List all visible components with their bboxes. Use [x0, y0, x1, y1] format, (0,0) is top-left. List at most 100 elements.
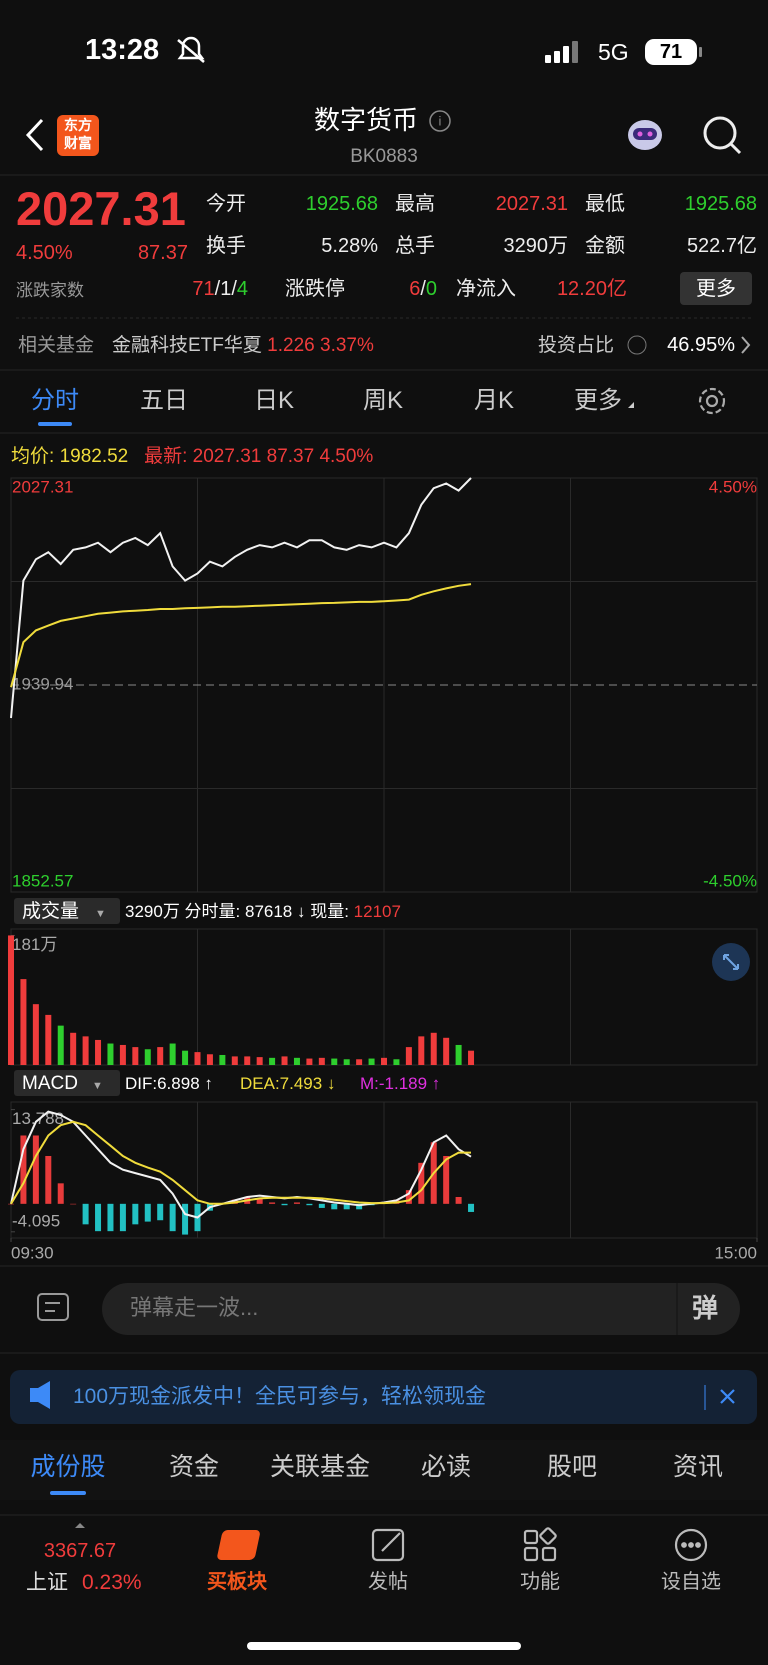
fund-label: 相关基金 — [18, 335, 95, 356]
last-change: 87.37 — [266, 446, 315, 467]
nav-item[interactable]: 功能 — [520, 1571, 560, 1593]
bar — [381, 1057, 387, 1065]
bar — [306, 1203, 313, 1206]
tab[interactable]: 周K — [362, 387, 403, 414]
bar — [244, 1056, 251, 1065]
banner-text[interactable]: 100万现金派发中！全民可参与，轻松领现金 — [73, 1385, 487, 1408]
index-arrow — [75, 1523, 85, 1528]
expand-icon — [723, 954, 739, 970]
danmaku-button[interactable]: 弹 — [692, 1293, 719, 1323]
bar — [70, 1203, 77, 1205]
subtab[interactable]: 股吧 — [546, 1453, 597, 1481]
close-banner[interactable] — [720, 1389, 735, 1404]
bar — [443, 1155, 450, 1204]
bar — [57, 1183, 64, 1204]
dropdown-mark — [628, 402, 634, 408]
bar — [331, 1203, 338, 1210]
series-line — [10, 1110, 472, 1219]
index-name[interactable]: 上证 — [26, 1571, 68, 1594]
tab[interactable]: 日K — [253, 387, 294, 414]
volume-info-text: 3290万 分时量: 87618 ↓ 现量: — [125, 902, 349, 921]
search-icon[interactable] — [703, 116, 742, 155]
comment-input[interactable] — [102, 1283, 740, 1335]
bar — [20, 979, 27, 1065]
bar — [281, 1056, 288, 1065]
selector-text: 成交量 — [22, 901, 80, 922]
info-icon[interactable] — [429, 110, 451, 132]
series-line — [10, 1120, 471, 1205]
more-button-bg[interactable] — [680, 272, 752, 305]
volume-info: 3290万 分时量: 87618 ↓ 现量: 12107 — [125, 903, 401, 920]
tab[interactable]: 月K — [473, 387, 514, 414]
settings-icon[interactable] — [698, 387, 726, 415]
bar — [455, 1196, 462, 1204]
bar — [32, 1004, 39, 1065]
chart-legend: 均价: 1982.52 最新: 2027.31 87.37 4.50% — [11, 447, 373, 466]
fund-name[interactable]: 金融科技ETF华夏 1.226 3.37% — [112, 336, 374, 355]
subtab[interactable]: 关联基金 — [270, 1453, 371, 1481]
logo-bg — [57, 115, 99, 156]
subtab[interactable]: 必读 — [420, 1453, 471, 1481]
help-icon[interactable] — [627, 335, 647, 355]
function-icon[interactable] — [523, 1527, 557, 1562]
logo-text: 东方 — [64, 117, 92, 133]
subtab[interactable]: 成份股 — [30, 1453, 106, 1481]
buy-sector-icon[interactable] — [216, 1530, 260, 1560]
bar — [157, 1203, 164, 1221]
signal-icon — [545, 41, 578, 63]
bar — [144, 1203, 151, 1222]
bar — [356, 1059, 363, 1065]
macd-selector[interactable]: MACD ▼ — [22, 1073, 103, 1094]
breadth: 71/1/4 — [192, 279, 248, 299]
last-value: 2027.31 — [192, 446, 262, 467]
volume-selector-bg[interactable] — [14, 898, 120, 924]
index-pct[interactable]: 0.23% — [82, 1571, 142, 1594]
bar — [8, 935, 14, 1065]
tab[interactable]: 更多 — [574, 387, 622, 414]
nav-item[interactable]: 设自选 — [661, 1571, 721, 1593]
bar — [157, 1047, 164, 1065]
bar — [45, 1155, 52, 1204]
volume-selector[interactable]: 成交量 ▼ — [22, 901, 106, 922]
x-tick-label: 09:30 — [11, 1243, 54, 1262]
bar — [57, 1025, 64, 1065]
macd-selector-bg[interactable] — [14, 1070, 120, 1096]
battery-icon — [645, 39, 697, 65]
sep: / — [231, 278, 237, 300]
breadth-label: 涨跌家数 — [16, 281, 84, 300]
nav-item[interactable]: 买板块 — [207, 1571, 267, 1593]
bar — [20, 1135, 27, 1204]
back-button[interactable] — [25, 118, 44, 152]
sep: / — [420, 278, 426, 300]
index-value[interactable]: 3367.67 — [43, 1540, 117, 1562]
subtab[interactable]: 资金 — [168, 1453, 219, 1481]
bar — [169, 1043, 176, 1065]
comment-icon[interactable] — [37, 1293, 69, 1321]
more-button[interactable]: 更多 — [696, 278, 736, 300]
limit-down: 0 — [425, 278, 437, 300]
bar — [318, 1057, 325, 1065]
post-icon[interactable] — [371, 1528, 405, 1562]
network: 5G — [598, 39, 629, 65]
series-line — [10, 583, 472, 688]
comment-placeholder[interactable]: 弹幕走一波... — [130, 1295, 259, 1320]
tab[interactable]: 分时 — [31, 387, 79, 414]
watchlist-icon[interactable] — [674, 1528, 708, 1562]
banner-bg[interactable] — [10, 1370, 757, 1424]
subtab-indicator — [50, 1491, 86, 1495]
tab[interactable]: 五日 — [140, 387, 188, 414]
bar — [331, 1058, 338, 1065]
robot-icon[interactable] — [628, 120, 662, 150]
macd-dif: DIF:6.898 ↑ — [125, 1074, 213, 1093]
y-tick-label: 1939.94 — [12, 674, 73, 693]
limit-label: 涨跌停 — [285, 278, 345, 300]
bar — [368, 1058, 375, 1065]
nav-item[interactable]: 发帖 — [368, 1571, 408, 1593]
bar — [206, 1054, 213, 1065]
bar — [405, 1047, 412, 1065]
bar — [82, 1203, 89, 1225]
subtab[interactable]: 资讯 — [672, 1453, 723, 1481]
mute-icon — [177, 36, 205, 63]
